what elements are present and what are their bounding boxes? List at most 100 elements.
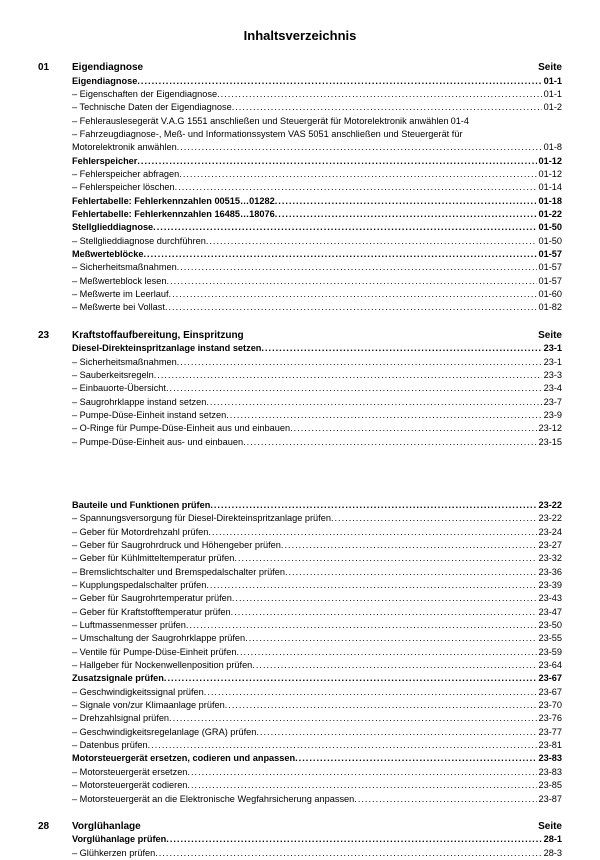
toc-label: – Fehlerspeicher löschen xyxy=(72,181,175,194)
toc-leader xyxy=(285,566,537,579)
toc-row: – Geschwindigkeitssignal prüfen 23-67 xyxy=(72,686,562,699)
toc-page: 01-14 xyxy=(537,181,563,194)
entry-block: Diesel-Direkteinspritzanlage instand set… xyxy=(38,342,562,806)
entry-block: Eigendiagnose 01-1– Eigenschaften der Ei… xyxy=(38,75,562,315)
toc-row: – Technische Daten der Eigendiagnose 01-… xyxy=(72,101,562,114)
toc-label: – Sicherheitsmaßnahmen xyxy=(72,356,177,369)
toc-leader xyxy=(354,793,536,806)
toc-label: – Kupplungspedalschalter prüfen xyxy=(72,579,206,592)
toc-page: 01-1 xyxy=(542,88,562,101)
toc-leader xyxy=(154,369,542,382)
toc-page: 01-4 xyxy=(449,115,469,128)
toc-leader xyxy=(208,526,536,539)
section-header: 28VorglühanlageSeite xyxy=(38,820,562,834)
page-label: Seite xyxy=(538,820,562,834)
toc-leader xyxy=(206,579,536,592)
toc-leader xyxy=(166,833,541,846)
toc-leader xyxy=(165,301,537,314)
toc-page: 23-7 xyxy=(542,396,562,409)
toc-page: 01-82 xyxy=(537,301,563,314)
section-header: 23Kraftstoffaufbereitung, EinspritzungSe… xyxy=(38,329,562,343)
toc-label: – Motorsteuergerät codieren xyxy=(72,779,187,792)
toc-page: 28-1 xyxy=(542,833,562,846)
toc-page: 01-57 xyxy=(537,275,563,288)
toc-page: 23-36 xyxy=(537,566,563,579)
toc-row: – Umschaltung der Saugrohrklappe prüfen … xyxy=(72,632,562,645)
toc-page: 23-27 xyxy=(537,539,563,552)
toc-label: Vorglühanlage prüfen xyxy=(72,833,166,846)
toc-label: – Sauberkeitsregeln xyxy=(72,369,154,382)
toc-leader xyxy=(187,779,536,792)
toc-leader xyxy=(169,712,536,725)
toc-leader xyxy=(177,141,542,154)
section-title: Vorglühanlage xyxy=(72,820,141,834)
toc-page: 01-60 xyxy=(537,288,563,301)
toc-row: Diesel-Direkteinspritzanlage instand set… xyxy=(72,342,562,355)
toc-label: – Geber für Saugrohrdruck und Höhengeber… xyxy=(72,539,281,552)
toc-row: Meßwerteblöcke 01-57 xyxy=(72,248,562,261)
toc-leader xyxy=(231,606,537,619)
toc-page: 01-2 xyxy=(542,101,562,114)
toc-leader xyxy=(206,235,537,248)
toc-leader xyxy=(245,632,536,645)
toc-page: 23-81 xyxy=(537,739,563,752)
toc-row: – Geschwindigkeitsregelanlage (GRA) prüf… xyxy=(72,726,562,739)
toc-page: 01-12 xyxy=(537,155,563,168)
toc-row: Eigendiagnose 01-1 xyxy=(72,75,562,88)
toc-label: – Fahrzeugdiagnose-, Meß- und Informatio… xyxy=(72,128,463,141)
toc-row: – Fehlerspeicher löschen 01-14 xyxy=(72,181,562,194)
toc-label: – Technische Daten der Eigendiagnose xyxy=(72,101,232,114)
toc-label: – Signale von/zur Klimaanlage prüfen xyxy=(72,699,225,712)
toc-row: – Kupplungspedalschalter prüfen 23-39 xyxy=(72,579,562,592)
toc-label: – Motorsteuergerät an die Elektronische … xyxy=(72,793,354,806)
toc-label: – Geschwindigkeitsregelanlage (GRA) prüf… xyxy=(72,726,256,739)
toc-label: – Fehlerspeicher abfragen xyxy=(72,168,179,181)
toc-leader xyxy=(217,88,542,101)
toc-leader xyxy=(331,512,537,525)
toc-row: – Sauberkeitsregeln 23-3 xyxy=(72,369,562,382)
toc-leader xyxy=(137,75,541,88)
section-header: 01EigendiagnoseSeite xyxy=(38,61,562,75)
toc-page: 23-1 xyxy=(542,342,562,355)
toc-row: Zusatzsignale prüfen 23-67 xyxy=(72,672,562,685)
toc-row: – Sicherheitsmaßnahmen 01-57 xyxy=(72,261,562,274)
page-label: Seite xyxy=(538,329,562,343)
toc-row: – Geber für Saugrohrdruck und Höhengeber… xyxy=(72,539,562,552)
toc-leader xyxy=(143,248,536,261)
toc-label: – Meßwerteblock lesen xyxy=(72,275,166,288)
toc-leader xyxy=(206,396,541,409)
toc-leader xyxy=(137,155,536,168)
toc-label: – Pumpe-Düse-Einheit instand setzen xyxy=(72,409,226,422)
toc-label: – Motorsteuergerät ersetzen xyxy=(72,766,187,779)
toc-leader xyxy=(169,288,537,301)
toc-leader xyxy=(252,659,536,672)
vertical-gap xyxy=(72,449,562,499)
toc-label: Motorelektronik anwählen xyxy=(72,141,177,154)
toc-row: – Bremslichtschalter und Bremspedalschal… xyxy=(72,566,562,579)
toc-page: 23-87 xyxy=(537,793,563,806)
toc-row: – Fahrzeugdiagnose-, Meß- und Informatio… xyxy=(72,128,562,141)
toc-label: – Sicherheitsmaßnahmen xyxy=(72,261,177,274)
toc-page: 23-55 xyxy=(537,632,563,645)
toc-row: – Meßwerte bei Vollast 01-82 xyxy=(72,301,562,314)
toc-leader xyxy=(275,208,537,221)
toc-page: 01-8 xyxy=(542,141,562,154)
toc-page: 23-47 xyxy=(537,606,563,619)
toc-label: Fehlertabelle: Fehlerkennzahlen 16485…18… xyxy=(72,208,275,221)
page: Inhaltsverzeichnis 01EigendiagnoseSeiteE… xyxy=(0,0,600,849)
toc-label: – Einbauorte-Übersicht xyxy=(72,382,166,395)
toc-row: – Meßwerteblock lesen 01-57 xyxy=(72,275,562,288)
page-label: Seite xyxy=(538,61,562,75)
toc-page: 23-67 xyxy=(537,672,563,685)
toc-section: 28VorglühanlageSeiteVorglühanlage prüfen… xyxy=(38,820,562,860)
toc-leader xyxy=(166,382,542,395)
toc-label: – Bremslichtschalter und Bremspedalschal… xyxy=(72,566,285,579)
toc-label: – Drehzahlsignal prüfen xyxy=(72,712,169,725)
toc-row: – Luftmassenmesser prüfen 23-50 xyxy=(72,619,562,632)
toc-page: 01-50 xyxy=(537,235,563,248)
toc-label: Stellglieddiagnose xyxy=(72,221,153,234)
toc-label: – Meßwerte bei Vollast xyxy=(72,301,165,314)
toc-leader xyxy=(166,275,536,288)
toc-row: – Motorsteuergerät codieren 23-85 xyxy=(72,779,562,792)
toc-page: 23-67 xyxy=(537,686,563,699)
